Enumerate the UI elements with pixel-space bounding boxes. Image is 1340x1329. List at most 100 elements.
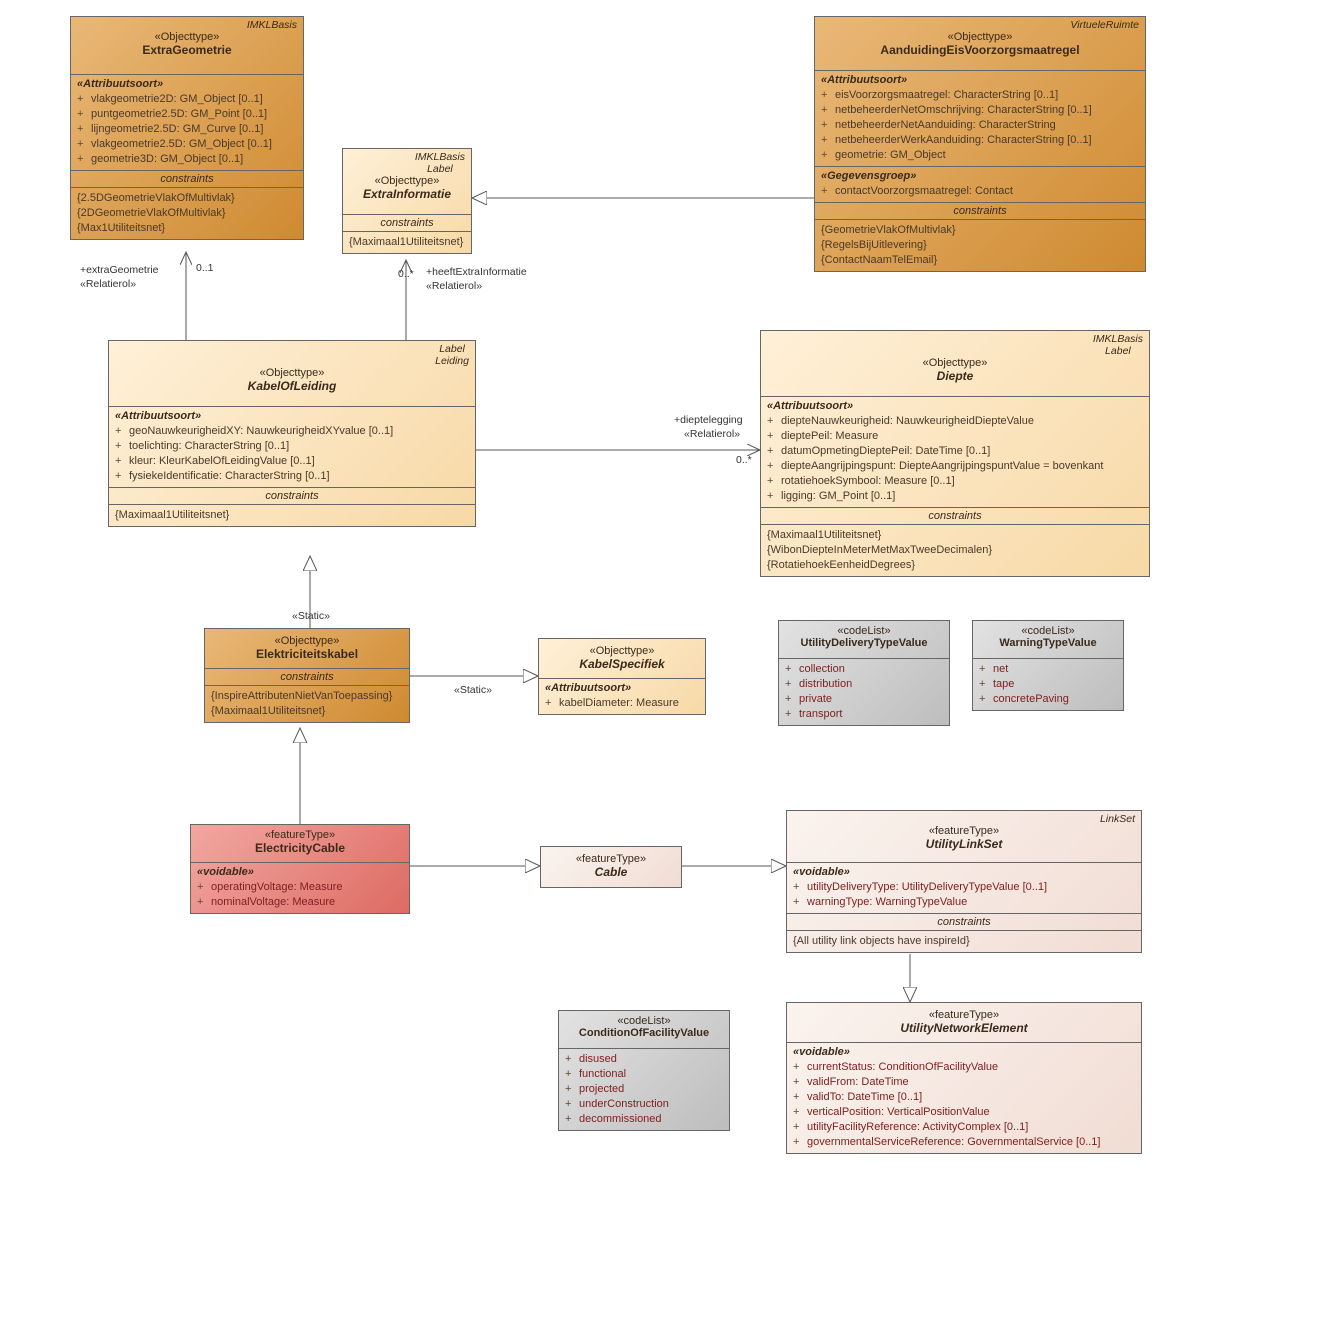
assoc-label: +extraGeometrie — [80, 264, 159, 276]
attr: +puntgeometrie2.5D: GM_Point [0..1] — [77, 107, 297, 122]
constraint: {2DGeometrieVlakOfMultivlak} — [77, 206, 297, 221]
pkg-label: VirtueleRuimte — [1070, 19, 1139, 31]
attr-section: «Attribuutsoort» +kabelDiameter: Measure — [539, 679, 705, 714]
mult-label: 0..1 — [196, 262, 214, 274]
attr: +nominalVoltage: Measure — [197, 895, 403, 910]
constraints-title: constraints — [787, 914, 1141, 931]
class-name: UtilityDeliveryTypeValue — [785, 637, 943, 649]
section-title: «voidable» — [197, 866, 403, 878]
class-name: Elektriciteitskabel — [211, 647, 403, 661]
item: +transport — [785, 707, 943, 722]
attr: +lijngeometrie2.5D: GM_Curve [0..1] — [77, 122, 297, 137]
attr: +netbeheerderNetOmschrijving: CharacterS… — [821, 103, 1139, 118]
class-name: WarningTypeValue — [979, 637, 1117, 649]
constraint: {Maximaal1Utiliteitsnet} — [349, 235, 465, 250]
attr: +vlakgeometrie2D: GM_Object [0..1] — [77, 92, 297, 107]
pkg-label: IMKLBasisLabel — [415, 151, 465, 175]
section-title: «Attribuutsoort» — [115, 410, 469, 422]
static-label: «Static» — [454, 684, 492, 696]
class-kabel-specifiek: «Objecttype» KabelSpecifiek «Attribuutso… — [538, 638, 706, 715]
section-title: «Attribuutsoort» — [767, 400, 1143, 412]
constraints-title: constraints — [71, 171, 303, 188]
constraints: {Maximaal1Utiliteitsnet} {WibonDiepteInM… — [761, 525, 1149, 576]
header: «featureType» ElectricityCable — [191, 825, 409, 863]
item: +distribution — [785, 677, 943, 692]
constraint: {RegelsBijUitlevering} — [821, 238, 1139, 253]
section-title: «voidable» — [793, 866, 1135, 878]
class-name: UtilityLinkSet — [793, 837, 1135, 851]
section-title: «Attribuutsoort» — [77, 78, 297, 90]
pkg-label: IMKLBasis — [247, 19, 297, 31]
constraints: {Maximaal1Utiliteitsnet} — [343, 232, 471, 253]
item: +private — [785, 692, 943, 707]
item: +collection — [785, 662, 943, 677]
header: «codeList» ConditionOfFacilityValue — [559, 1011, 729, 1049]
assoc-label: +heeftExtraInformatie — [426, 266, 527, 278]
group-section: «Gegevensgroep» +contactVoorzorgsmaatreg… — [815, 167, 1145, 203]
attr: +datumOpmetingDieptePeil: DateTime [0..1… — [767, 444, 1143, 459]
constraint: {All utility link objects have inspireId… — [793, 934, 1135, 949]
item: +projected — [565, 1082, 723, 1097]
header: «Objecttype» KabelSpecifiek — [539, 639, 705, 679]
constraint: {Maximaal1Utiliteitsnet} — [115, 508, 469, 523]
attr: +dieptePeil: Measure — [767, 429, 1143, 444]
item: +underConstruction — [565, 1097, 723, 1112]
constraints-title: constraints — [109, 488, 475, 505]
stereotype: «featureType» — [793, 825, 1135, 837]
class-utility-link-set: LinkSet «featureType» UtilityLinkSet «vo… — [786, 810, 1142, 953]
stereotype: «codeList» — [565, 1015, 723, 1027]
attr: +validTo: DateTime [0..1] — [793, 1090, 1135, 1105]
stereotype: «featureType» — [197, 829, 403, 841]
constraints-title: constraints — [343, 215, 471, 232]
class-diepte: IMKLBasisLabel «Objecttype» Diepte «Attr… — [760, 330, 1150, 577]
stereotype: «Objecttype» — [349, 175, 465, 187]
header: «featureType» UtilityNetworkElement — [787, 1003, 1141, 1043]
class-cable: «featureType» Cable — [540, 846, 682, 888]
stereotype: «codeList» — [979, 625, 1117, 637]
attr-section: «Attribuutsoort» +vlakgeometrie2D: GM_Ob… — [71, 75, 303, 171]
constraints: {GeometrieVlakOfMultivlak} {RegelsBijUit… — [815, 220, 1145, 271]
pkg-label: IMKLBasisLabel — [1093, 333, 1143, 357]
item: +disused — [565, 1052, 723, 1067]
constraints-title: constraints — [815, 203, 1145, 220]
pkg-label: LinkSet — [1100, 813, 1135, 825]
section-title: «Attribuutsoort» — [821, 74, 1139, 86]
class-extra-informatie: IMKLBasisLabel «Objecttype» ExtraInforma… — [342, 148, 472, 254]
header: LabelLeiding «Objecttype» KabelOfLeiding — [109, 341, 475, 407]
attr: +currentStatus: ConditionOfFacilityValue — [793, 1060, 1135, 1075]
item: +concretePaving — [979, 692, 1117, 707]
constraints-title: constraints — [761, 508, 1149, 525]
constraints: {All utility link objects have inspireId… — [787, 931, 1141, 952]
pkg-label: LabelLeiding — [435, 343, 469, 367]
constraints-title: constraints — [205, 669, 409, 686]
stereotype: «Objecttype» — [77, 31, 297, 43]
attr-section: «Attribuutsoort» +geoNauwkeurigheidXY: N… — [109, 407, 475, 488]
section-title: «Gegevensgroep» — [821, 170, 1139, 182]
stereotype: «Objecttype» — [115, 367, 469, 379]
class-name: KabelSpecifiek — [545, 657, 699, 671]
attr: +geoNauwkeurigheidXY: NauwkeurigheidXYva… — [115, 424, 469, 439]
attr-section: «voidable» +utilityDeliveryType: Utility… — [787, 863, 1141, 914]
stereotype: «Objecttype» — [821, 31, 1139, 43]
attr: +fysiekeIdentificatie: CharacterString [… — [115, 469, 469, 484]
stereotype: «Objecttype» — [545, 645, 699, 657]
items: +disused +functional +projected +underCo… — [559, 1049, 729, 1130]
stereotype: «Objecttype» — [767, 357, 1143, 369]
constraint: {Maximaal1Utiliteitsnet} — [211, 704, 403, 719]
attr-section: «Attribuutsoort» +eisVoorzorgsmaatregel:… — [815, 71, 1145, 167]
attr: +eisVoorzorgsmaatregel: CharacterString … — [821, 88, 1139, 103]
class-name: ConditionOfFacilityValue — [565, 1027, 723, 1039]
attr: +diepteNauwkeurigheid: NauwkeurigheidDie… — [767, 414, 1143, 429]
header: «codeList» UtilityDeliveryTypeValue — [779, 621, 949, 659]
items: +net +tape +concretePaving — [973, 659, 1123, 710]
attr: +rotatiehoekSymbool: Measure [0..1] — [767, 474, 1143, 489]
attr: +netbeheerderWerkAanduiding: CharacterSt… — [821, 133, 1139, 148]
stereotype: «Objecttype» — [211, 635, 403, 647]
attr-section: «voidable» +currentStatus: ConditionOfFa… — [787, 1043, 1141, 1153]
attr: +netbeheerderNetAanduiding: CharacterStr… — [821, 118, 1139, 133]
attr: +kabelDiameter: Measure — [545, 696, 699, 711]
header: VirtueleRuimte «Objecttype» AanduidingEi… — [815, 17, 1145, 71]
assoc-label: «Relatierol» — [80, 278, 136, 290]
stereotype: «featureType» — [793, 1009, 1135, 1021]
item: +net — [979, 662, 1117, 677]
